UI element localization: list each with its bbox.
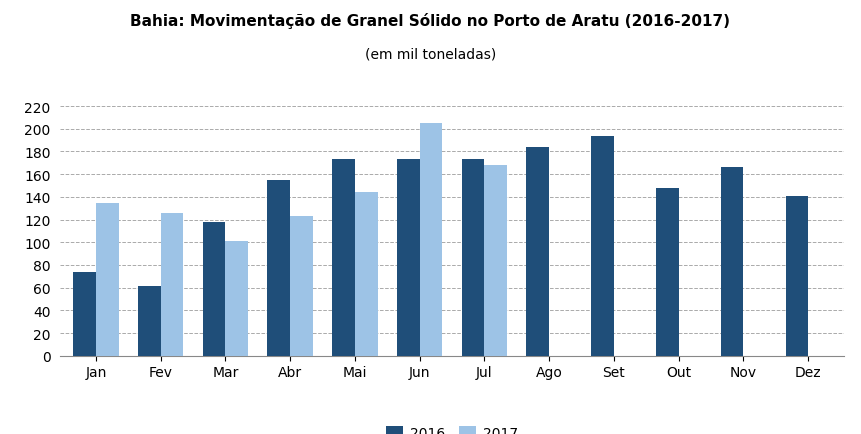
Bar — [226, 242, 248, 356]
Bar — [96, 203, 119, 356]
Bar — [290, 217, 313, 356]
Bar — [785, 196, 808, 356]
Bar — [332, 160, 355, 356]
Text: (em mil toneladas): (em mil toneladas) — [365, 48, 496, 62]
Bar — [485, 166, 507, 356]
Bar — [656, 188, 678, 356]
Bar — [721, 168, 743, 356]
Bar — [526, 148, 549, 356]
Text: Bahia: Movimentação de Granel Sólido no Porto de Aratu (2016-2017): Bahia: Movimentação de Granel Sólido no … — [131, 13, 730, 29]
Bar — [419, 124, 443, 356]
Bar — [268, 181, 290, 356]
Bar — [461, 160, 485, 356]
Bar — [355, 193, 378, 356]
Bar — [397, 160, 419, 356]
Bar — [161, 213, 183, 356]
Legend: 2016, 2017: 2016, 2017 — [381, 420, 523, 434]
Bar — [202, 222, 226, 356]
Bar — [73, 272, 96, 356]
Bar — [138, 287, 161, 356]
Bar — [592, 136, 614, 356]
